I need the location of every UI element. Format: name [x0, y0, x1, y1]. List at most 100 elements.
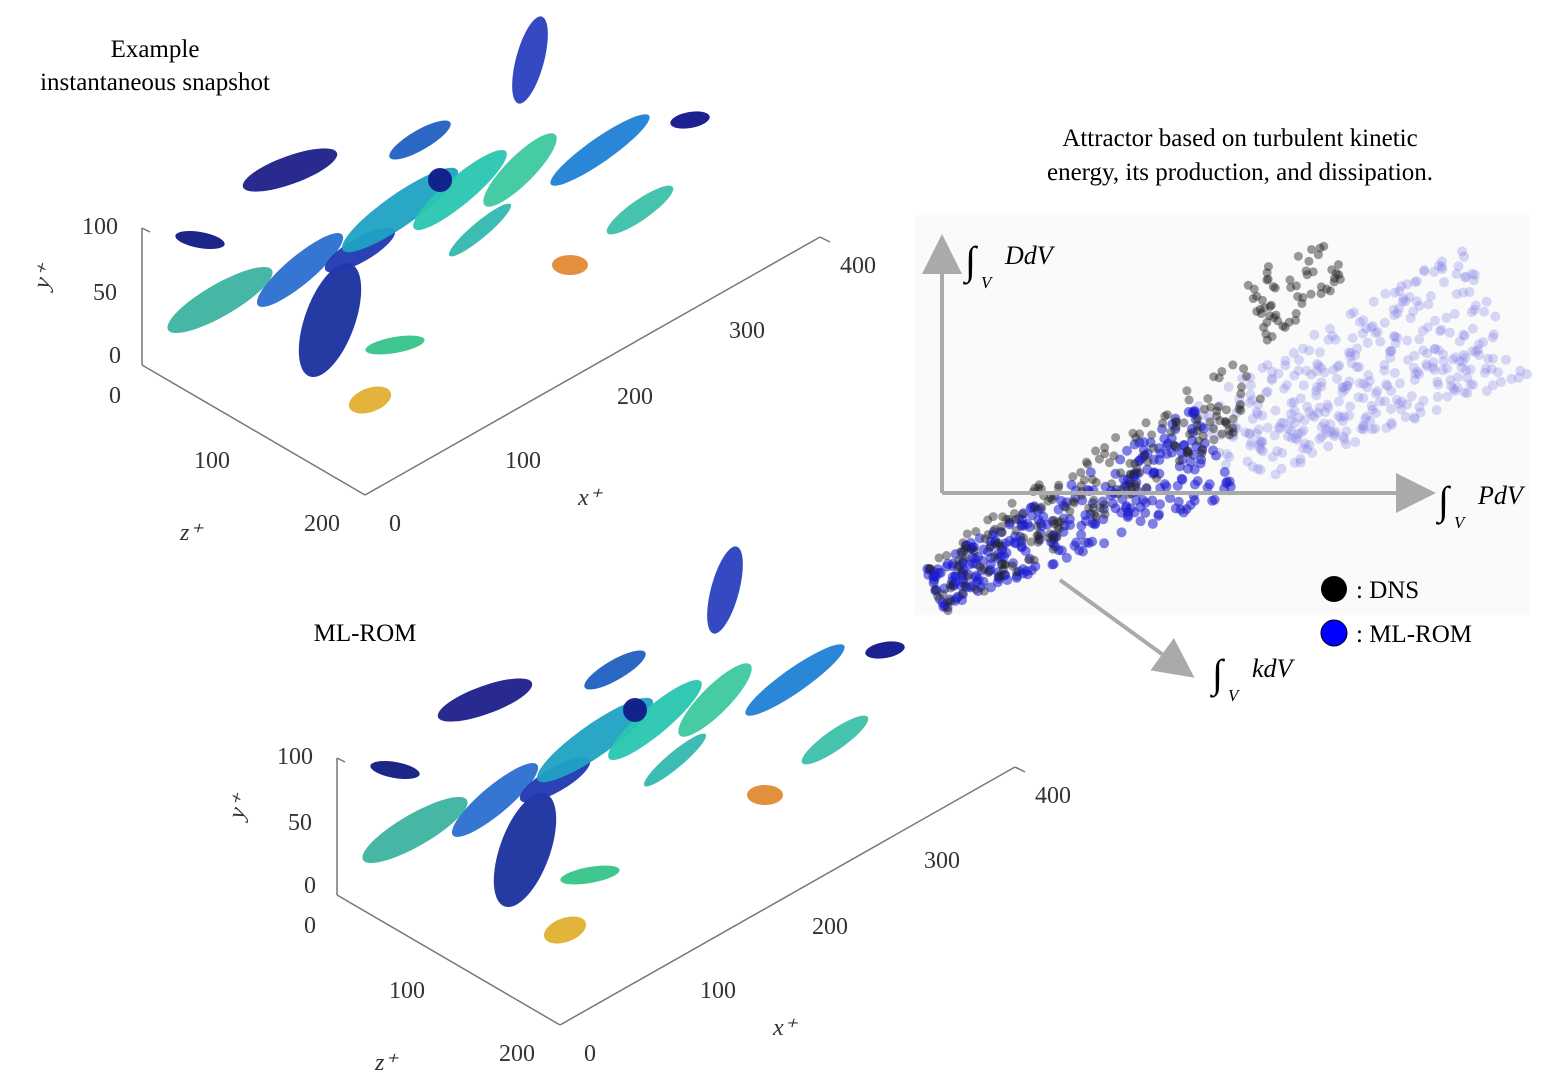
- dns-point: [962, 543, 972, 553]
- rom-point: [1257, 410, 1268, 421]
- dns-point: [1030, 503, 1040, 513]
- rom-point: [1433, 345, 1444, 356]
- rom-point: [1098, 514, 1109, 525]
- dns-point: [1291, 315, 1301, 325]
- rom-point: [1441, 363, 1452, 374]
- rom-point: [1432, 376, 1443, 387]
- rom-point: [1292, 428, 1303, 439]
- rom-point: [1389, 331, 1400, 342]
- rom-point: [1279, 383, 1290, 394]
- rom-point: [1280, 355, 1291, 366]
- rom-point: [1234, 394, 1245, 405]
- rom-point: [1061, 552, 1072, 563]
- rom-point: [1289, 405, 1300, 416]
- rom-point: [1323, 441, 1334, 452]
- rom-point: [1030, 561, 1041, 572]
- dns-point: [1044, 533, 1054, 543]
- rom-point: [1408, 362, 1419, 373]
- rom-point: [1370, 407, 1381, 418]
- dns-point: [957, 566, 967, 576]
- dns-point: [962, 529, 972, 539]
- rom-point: [1307, 447, 1318, 458]
- rom-point: [1459, 251, 1470, 262]
- dns-point: [1026, 537, 1036, 547]
- rom-point: [1419, 266, 1430, 277]
- isosurface: [365, 335, 425, 355]
- rom-point: [1466, 307, 1477, 318]
- rom-point: [1286, 408, 1297, 419]
- dns-point: [1293, 292, 1303, 302]
- dns-point: [996, 570, 1006, 580]
- rom-point: [1437, 365, 1448, 376]
- rom-point: [1337, 387, 1348, 398]
- rom-point: [1372, 327, 1383, 338]
- dns-point: [1262, 275, 1272, 285]
- axis-arrow: [1058, 578, 1195, 678]
- rom-point: [961, 582, 972, 593]
- isosurface: [801, 715, 869, 765]
- rom-point: [985, 582, 996, 593]
- rom-point: [1358, 378, 1369, 389]
- rom-point: [1392, 332, 1403, 343]
- rom-point: [1076, 529, 1087, 540]
- z-tick-label: 0: [304, 913, 316, 939]
- rom-point: [1085, 467, 1096, 478]
- dns-point: [1053, 517, 1063, 527]
- axis-label-body: DdV: [1004, 241, 1056, 270]
- dns-point: [1285, 275, 1295, 285]
- dns-point: [924, 563, 934, 573]
- rom-point: [1433, 260, 1444, 271]
- dns-point: [1065, 506, 1075, 516]
- rom-point: [1442, 391, 1453, 402]
- rom-point: [1358, 393, 1369, 404]
- dns-point: [1235, 400, 1245, 410]
- rom-point: [1319, 367, 1330, 378]
- dns-point: [1329, 277, 1339, 287]
- dns-point: [1271, 310, 1281, 320]
- axis-line: [336, 757, 346, 763]
- rom-point: [1386, 346, 1397, 357]
- rom-point: [1321, 423, 1332, 434]
- rom-point: [1273, 422, 1284, 433]
- dns-point: [998, 512, 1008, 522]
- x-tick-label: 400: [840, 253, 876, 279]
- isosurface: [175, 231, 225, 249]
- rom-point: [977, 555, 988, 566]
- rom-point: [1107, 498, 1118, 509]
- rom-point: [1350, 437, 1361, 448]
- dns-point: [1239, 364, 1249, 374]
- dns-point: [1088, 475, 1098, 485]
- rom-point: [1393, 398, 1404, 409]
- dns-point: [1126, 470, 1136, 480]
- rom-point: [1490, 311, 1501, 322]
- rom-point: [1286, 425, 1297, 436]
- dns-point: [1183, 445, 1193, 455]
- dns-point: [1104, 458, 1114, 468]
- dns-point: [1043, 496, 1053, 506]
- z-tick-label: 200: [499, 1041, 535, 1067]
- rom-point: [1372, 385, 1383, 396]
- isosurface: [493, 792, 557, 908]
- rom-point: [1214, 430, 1225, 441]
- rom-point: [1429, 344, 1440, 355]
- rom-point: [1316, 431, 1327, 442]
- dns-point: [1052, 532, 1062, 542]
- rom-point: [1329, 431, 1340, 442]
- rom-point: [1465, 364, 1476, 375]
- dns-point: [960, 581, 970, 591]
- rom-point: [1390, 338, 1401, 349]
- rom-point: [1470, 300, 1481, 311]
- dns-point: [1197, 448, 1207, 458]
- rom-point: [1410, 369, 1421, 380]
- rom-point: [1414, 401, 1425, 412]
- rom-point: [1473, 350, 1484, 361]
- y-tick-label: 50: [288, 810, 312, 836]
- isosurface: [389, 120, 451, 160]
- rom-point: [1422, 361, 1433, 372]
- dns-point: [926, 564, 936, 574]
- dns-point: [1100, 443, 1110, 453]
- rom-point: [1391, 394, 1402, 405]
- rom-point: [1142, 448, 1153, 459]
- rom-point: [1270, 405, 1281, 416]
- rom-point: [1245, 372, 1256, 383]
